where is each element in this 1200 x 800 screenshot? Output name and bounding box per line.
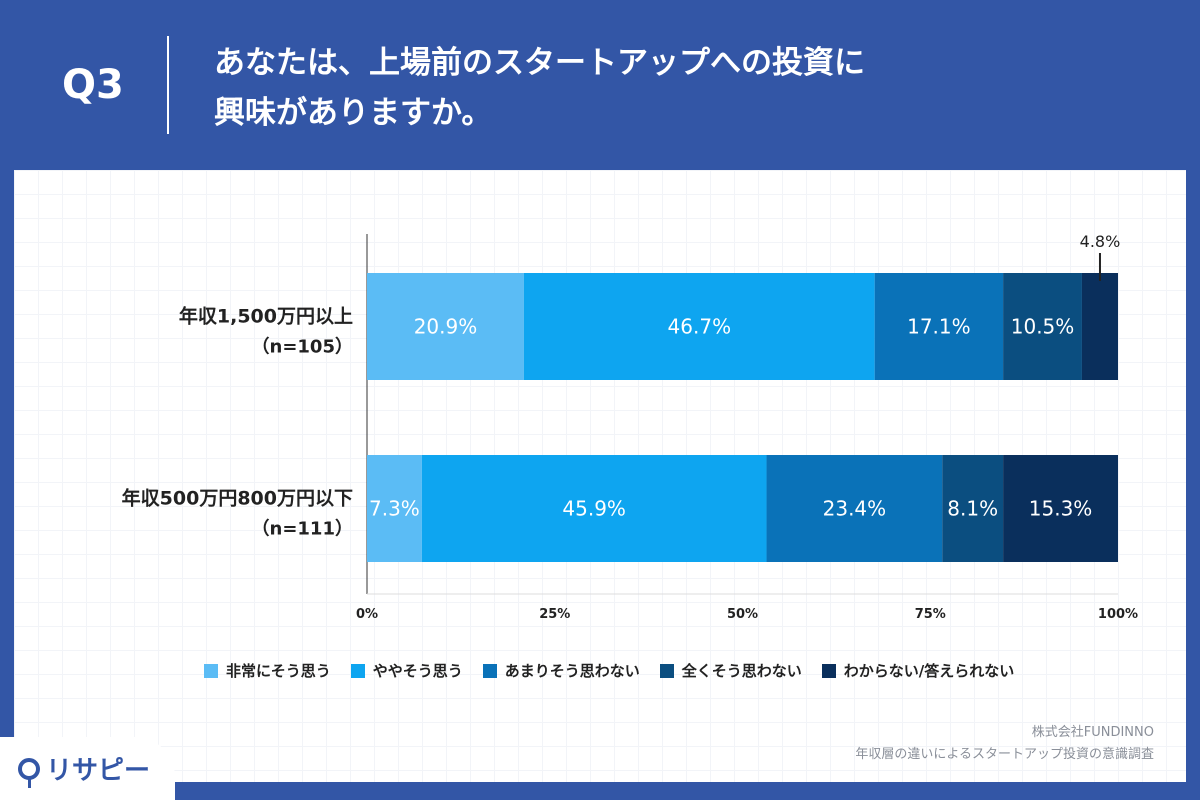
legend-item: 全くそう思わない — [659, 660, 802, 681]
legend: 非常にそう思う ややそう思う あまりそう思わない 全くそう思わない わからない/答えられ… — [204, 660, 1014, 681]
bar-segment — [874, 273, 1004, 380]
legend-swatch — [482, 663, 497, 678]
source-survey: 年収層の違いによるスタートアップ投資の意識調査 — [855, 747, 1154, 762]
x-tick-label: 25% — [539, 607, 570, 622]
bar-segment — [942, 455, 1004, 562]
category-n-label: （n=111） — [252, 519, 353, 540]
chart-panel: 0% 25% 50% 75% 100% 年収1,500万円以上 （n=105） 20.9% 46… — [14, 170, 1186, 782]
header: Q3 あなたは、上場前のスタートアップへの投資に 興味がありますか。 — [0, 0, 1200, 170]
bar-segment — [1003, 273, 1082, 380]
legend-label: あまりそう思わない — [504, 662, 640, 680]
data-label: 10.5% — [1011, 315, 1075, 339]
legend-label: わからない/答えられない — [843, 662, 1015, 680]
data-label: 17.1% — [907, 315, 971, 339]
legend-item: あまりそう思わない — [482, 660, 640, 681]
legend-swatch — [659, 663, 674, 678]
brand-logo: リサピー — [18, 750, 151, 788]
data-label: 20.9% — [414, 315, 478, 339]
question-line-1: あなたは、上場前のスタートアップへの投資に — [214, 45, 865, 81]
category-n-label: （n=105） — [252, 337, 353, 358]
legend-label: 非常にそう思う — [226, 662, 331, 680]
category-label: 年収1,500万円以上 — [179, 305, 353, 328]
legend-swatch — [204, 663, 218, 678]
question-text: あなたは、上場前のスタートアップへの投資に 興味がありますか。 — [214, 38, 1114, 138]
logo-text: リサピー — [46, 756, 151, 786]
bar-segment — [523, 273, 875, 380]
pin-icon — [18, 757, 40, 788]
data-label: 15.3% — [1029, 497, 1093, 521]
header-divider — [167, 36, 169, 134]
bar-segment — [766, 455, 943, 562]
source-note: 株式会社FUNDINNO 年収層の違いによるスタートアップ投資の意識調査 — [855, 722, 1154, 766]
stacked-bar-chart: 0% 25% 50% 75% 100% 年収1,500万円以上 （n=105） 20.9% 46… — [122, 232, 1138, 622]
legend-item: わからない/答えられない — [821, 660, 1015, 681]
bar-segment — [367, 455, 422, 562]
question-number: Q3 — [62, 62, 124, 108]
bar-segment — [367, 273, 524, 380]
data-label: 4.8% — [1080, 232, 1121, 251]
bar-segment — [421, 455, 767, 562]
source-company: 株式会社FUNDINNO — [1031, 725, 1154, 740]
data-label: 45.9% — [562, 497, 626, 521]
bar-segment — [1003, 455, 1118, 562]
data-label: 8.1% — [947, 497, 998, 521]
x-tick-label: 0% — [356, 607, 378, 622]
x-tick-label: 75% — [915, 607, 946, 622]
question-line-2: 興味がありますか。 — [214, 95, 493, 131]
x-tick-label: 100% — [1098, 607, 1138, 622]
legend-label: ややそう思う — [372, 662, 463, 680]
category-label: 年収500万円800万円以下 — [122, 487, 353, 510]
legend-item: ややそう思う — [350, 660, 463, 681]
legend-item: 非常にそう思う — [204, 660, 331, 681]
legend-swatch — [350, 663, 365, 678]
x-tick-label: 50% — [727, 607, 758, 622]
bar-segment — [1081, 273, 1118, 380]
data-label: 7.3% — [369, 497, 420, 521]
legend-swatch — [821, 663, 836, 678]
data-label: 46.7% — [668, 315, 732, 339]
data-label: 23.4% — [823, 497, 887, 521]
legend-label: 全くそう思わない — [681, 662, 802, 680]
